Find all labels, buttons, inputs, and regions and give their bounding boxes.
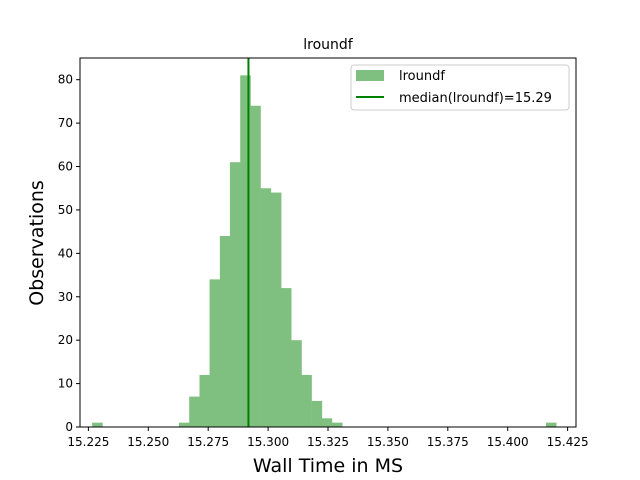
histogram-bar — [332, 422, 343, 427]
histogram-bar — [209, 279, 221, 427]
chart-title: lroundf — [303, 37, 354, 53]
histogram-bar — [280, 288, 292, 427]
legend: lroundf median(lroundf)=15.29 — [350, 64, 570, 111]
legend-swatch-histogram — [356, 70, 384, 81]
legend-label-histogram: lroundf — [399, 69, 445, 84]
y-tick-label: 70 — [58, 116, 73, 130]
histogram-bar — [260, 188, 272, 427]
histogram-bar — [270, 192, 282, 427]
histogram-bar — [219, 235, 231, 427]
legend-box — [350, 64, 570, 111]
histogram-bar — [291, 340, 302, 427]
x-tick-label: 15.300 — [247, 435, 289, 449]
x-tick-label: 15.375 — [427, 435, 469, 449]
y-tick-label: 20 — [58, 333, 73, 347]
histogram-bar — [311, 400, 323, 427]
y-tick-label: 30 — [58, 290, 73, 304]
histogram-bar — [545, 422, 557, 427]
y-tick-label: 50 — [58, 203, 73, 217]
y-tick-label: 60 — [58, 160, 73, 174]
histogram-bar — [229, 162, 241, 427]
x-tick-label: 15.425 — [547, 435, 589, 449]
y-tick-label: 40 — [58, 246, 73, 260]
y-axis-label: Observations — [26, 180, 48, 306]
y-axis-ticks: 0 10 20 30 40 50 60 70 80 — [58, 73, 80, 434]
histogram-bar — [92, 422, 103, 427]
x-tick-label: 15.275 — [187, 435, 229, 449]
plot-frame — [79, 57, 577, 428]
legend-label-median: median(lroundf)=15.29 — [399, 91, 552, 106]
histogram-bar — [250, 105, 261, 427]
histogram-bar — [178, 422, 190, 427]
histogram-bar — [301, 374, 312, 427]
y-tick-label: 10 — [58, 377, 73, 391]
x-tick-label: 15.325 — [307, 435, 349, 449]
x-tick-label: 15.400 — [487, 435, 529, 449]
x-axis-ticks: 15.225 15.250 15.275 15.300 15.325 15.350 15.3… — [67, 427, 589, 449]
x-tick-label: 15.350 — [367, 435, 409, 449]
y-tick-label: 0 — [65, 420, 73, 434]
y-tick-label: 80 — [58, 73, 73, 87]
x-tick-label: 15.250 — [127, 435, 169, 449]
x-tick-label: 15.225 — [67, 435, 109, 449]
histogram-bars — [92, 75, 557, 428]
histogram-bar — [240, 75, 251, 428]
histogram-bar — [189, 396, 200, 427]
histogram-bar — [321, 418, 333, 427]
x-axis-label: Wall Time in MS — [253, 455, 403, 477]
histogram-bar — [199, 374, 211, 427]
